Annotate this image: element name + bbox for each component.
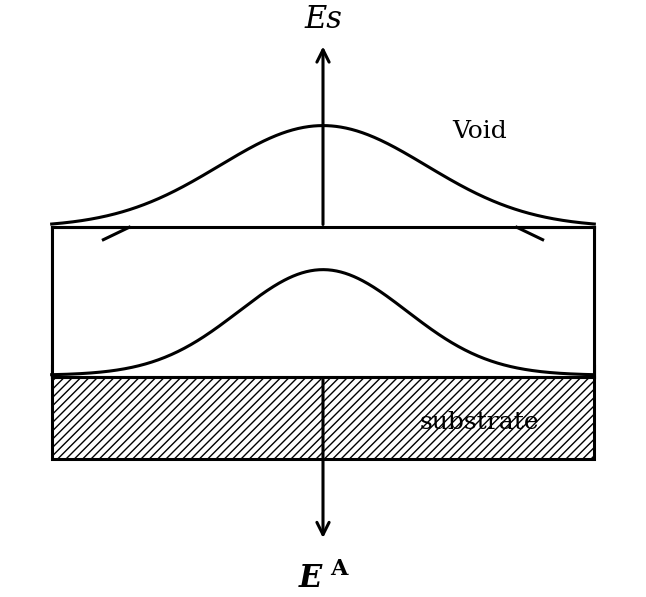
Text: Void: Void [452,120,507,143]
Text: A: A [331,558,348,580]
Text: substrate: substrate [420,411,539,433]
Text: E: E [298,564,322,595]
Bar [52,227,594,377]
Bar [52,365,594,459]
Text: resist: resist [459,289,529,312]
Text: Es: Es [304,4,342,35]
